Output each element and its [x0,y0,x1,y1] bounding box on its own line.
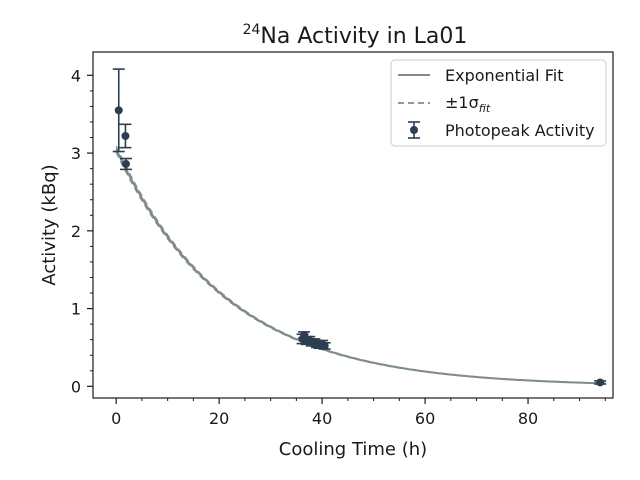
points-group [112,68,607,387]
point-marker [114,106,123,115]
fit-group [115,146,606,385]
chart-title: 24Na Activity in La01 [243,22,468,49]
legend-points-label: Photopeak Activity [445,121,595,140]
x-tick-label: 20 [209,409,229,428]
point-marker [320,341,329,350]
y-tick-label: 0 [71,377,81,396]
title-text: Na Activity in La01 [260,24,467,49]
y-axis: 0 1 2 3 4 [71,66,93,396]
x-tick-label: 60 [415,409,435,428]
plot-frame [92,51,614,399]
title-isotope-mass: 24 [243,22,261,38]
x-tick-label: 0 [111,409,121,428]
data-point [318,341,331,350]
x-tick-label: 80 [518,409,538,428]
y-axis-label: Activity (kBq) [39,164,60,285]
y-tick-label: 2 [71,222,81,241]
y-tick-label: 4 [71,66,81,85]
data-point [112,68,125,153]
data-point [119,157,132,171]
legend-fit-label: Exponential Fit [445,66,563,85]
legend-sigma-prefix: ±1σ [445,93,479,112]
point-marker [121,159,130,168]
x-tick-label: 40 [312,409,332,428]
legend: Exponential Fit ±1σfit Photopeak Activit… [390,59,607,147]
plot-area [112,68,607,387]
legend-points-swatch [408,121,420,139]
x-axis: 0 20 40 60 80 [111,398,606,428]
fit-lower-sigma [115,151,606,385]
x-axis-label: Cooling Time (h) [279,439,427,460]
point-marker [121,131,130,140]
y-tick-label: 3 [71,144,81,163]
legend-box [390,59,607,147]
point-marker [596,378,605,387]
legend-point-marker [410,126,418,134]
legend-sigma-label: ±1σfit [445,93,491,115]
y-tick-label: 1 [71,300,81,319]
data-point [119,123,132,149]
legend-sigma-subscript: fit [479,102,491,115]
fit-curve [115,148,606,385]
data-point [594,378,607,387]
